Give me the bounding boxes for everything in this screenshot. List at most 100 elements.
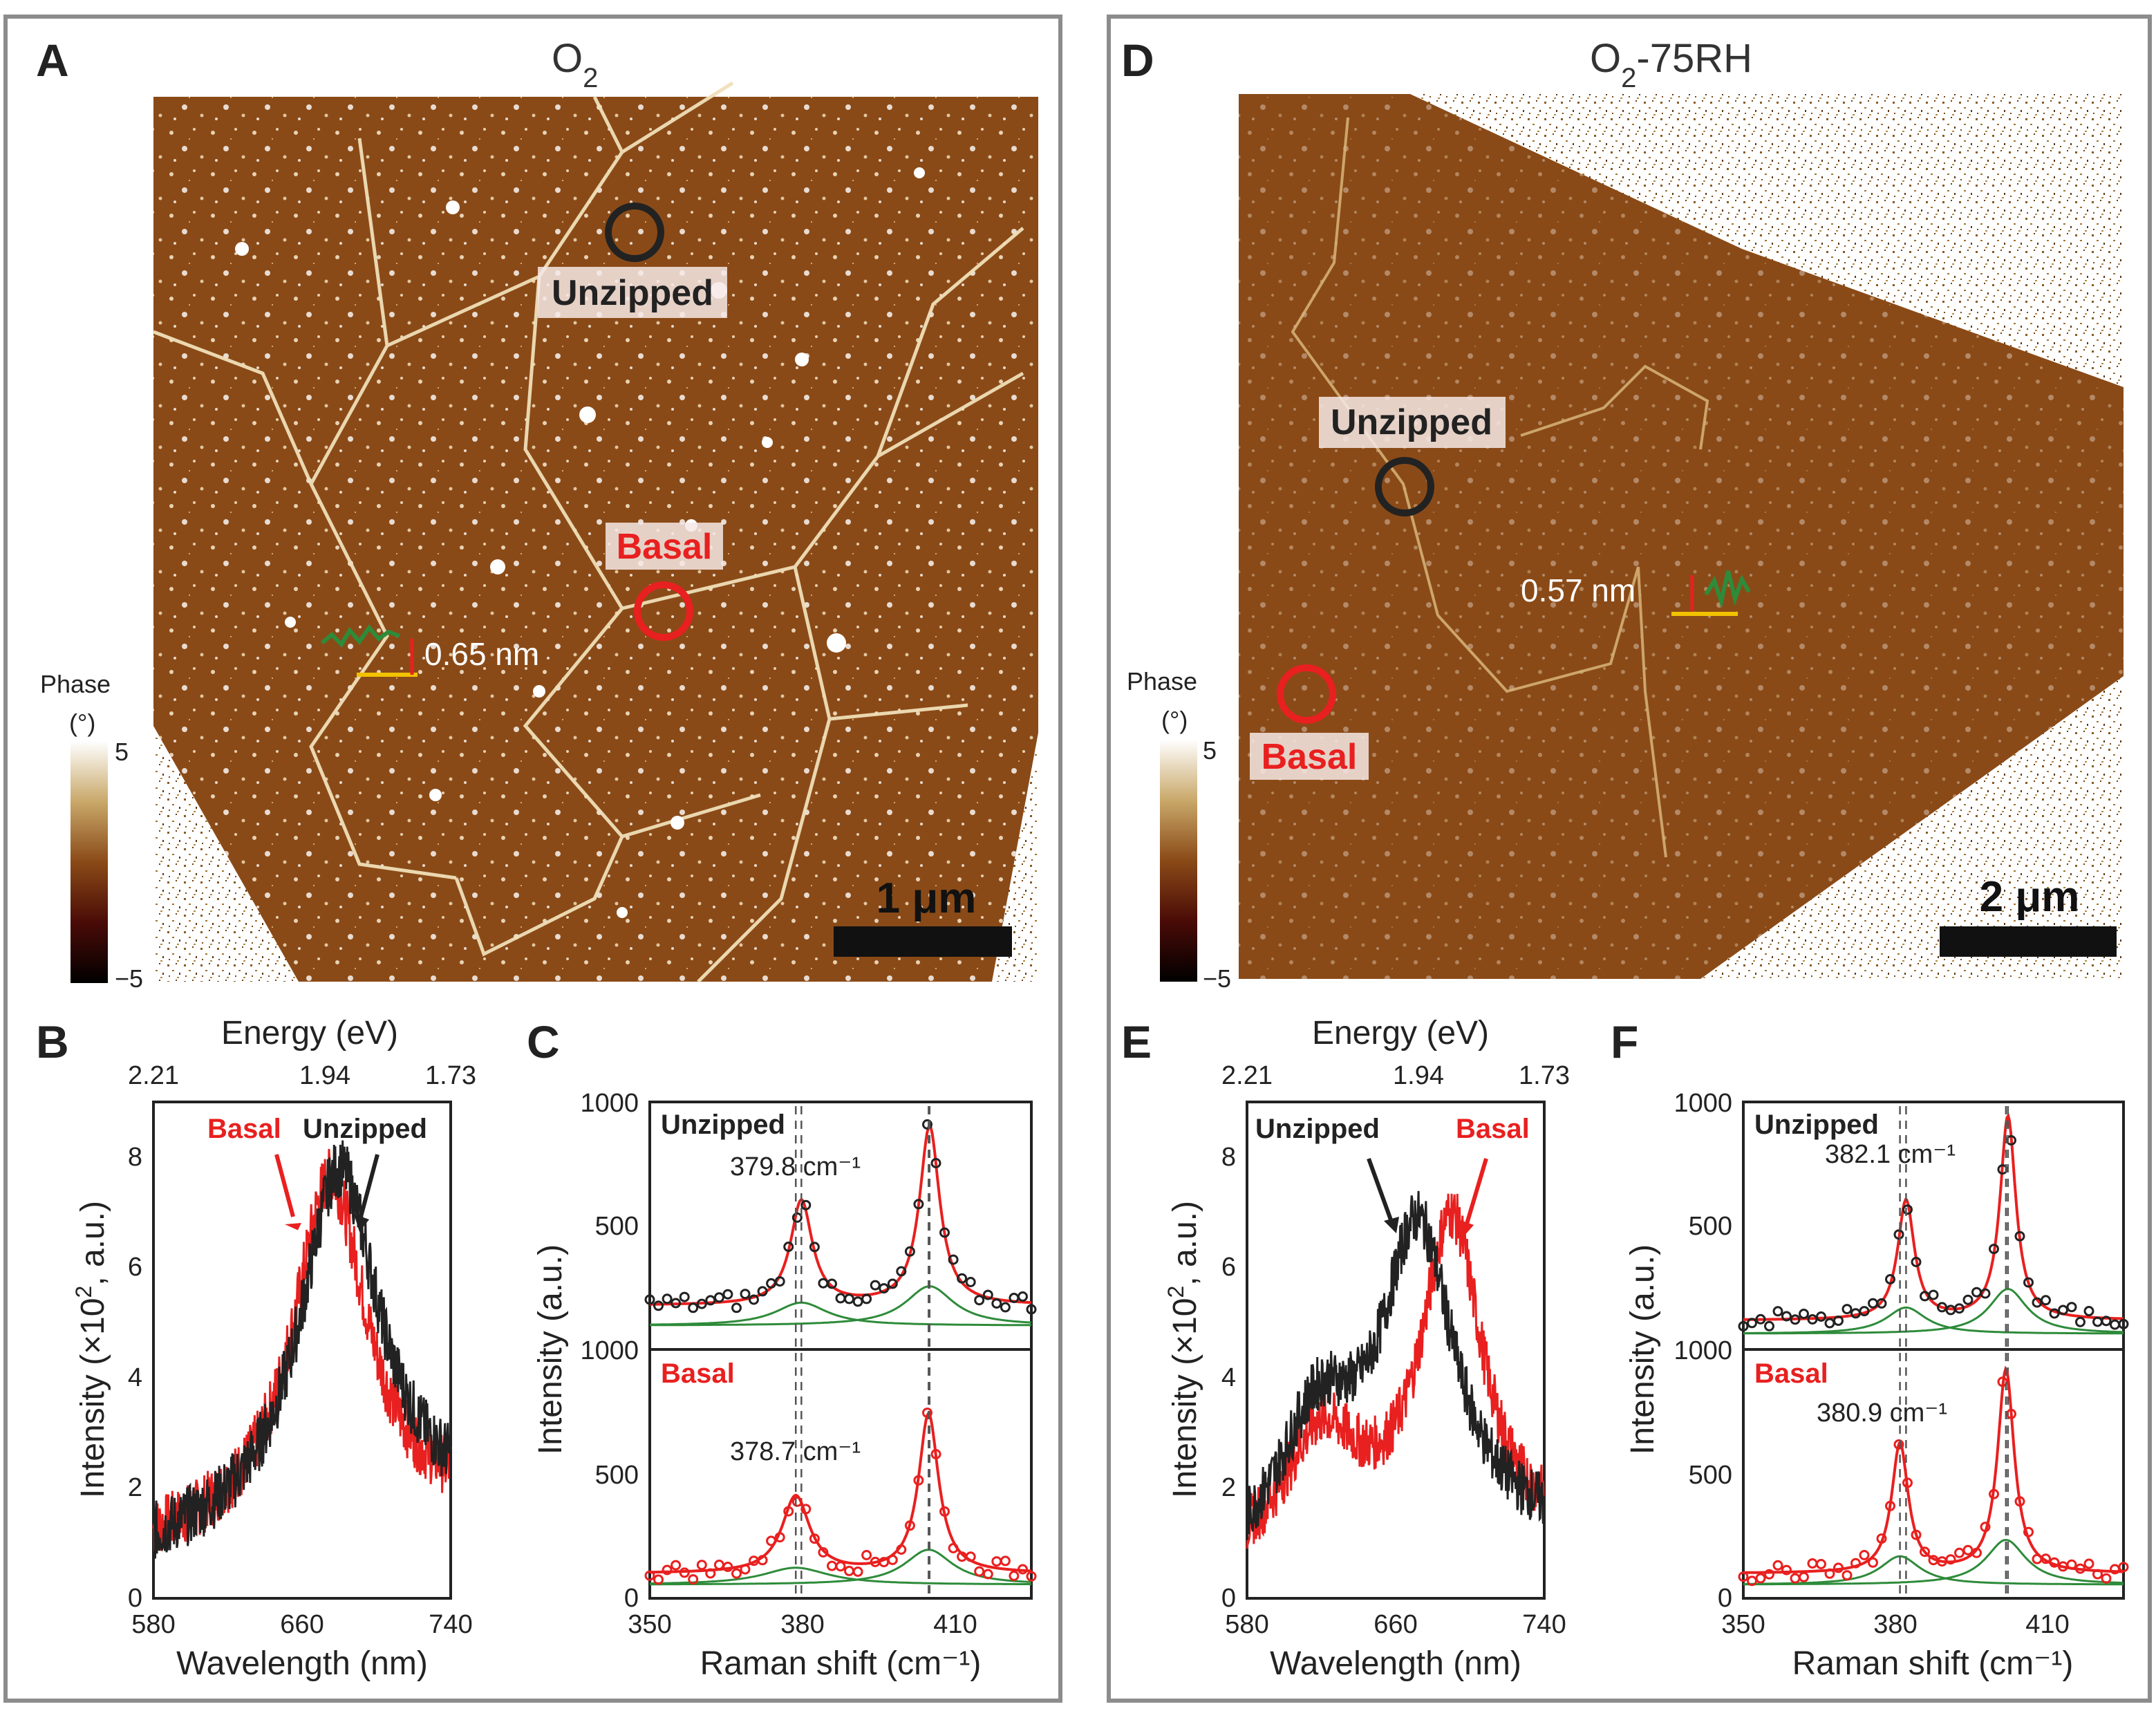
data-point <box>1738 1320 1749 1331</box>
panel-b-top-title: Energy (eV) <box>221 1015 398 1051</box>
unzipped-label-d: Unzipped <box>1331 402 1492 442</box>
panel-c-x-tick: 380 <box>780 1610 824 1639</box>
panel-b-label: B <box>36 1016 69 1067</box>
panel-e-unzipped-arrow <box>1367 1157 1394 1225</box>
data-point <box>1962 1294 1974 1305</box>
panel-b-unzipped-arrow <box>359 1154 379 1217</box>
basal-label-a: Basal <box>617 527 713 567</box>
data-point <box>835 1561 846 1572</box>
data-point <box>1902 1204 1913 1215</box>
data-point <box>2023 1277 2034 1288</box>
data-point <box>913 1199 924 1210</box>
series-basal <box>1246 1193 1546 1549</box>
panel-f-y-tick: 0 <box>1718 1584 1732 1613</box>
colorbar-title-a: Phase <box>40 670 111 698</box>
data-point <box>774 1276 785 1287</box>
panel-c-ylabel: Intensity (a.u.) <box>532 1244 569 1455</box>
data-point <box>2006 1135 2016 1146</box>
data-point <box>783 1242 794 1252</box>
data-point <box>653 1574 664 1585</box>
panel-e-x-tick: 660 <box>1374 1610 1417 1639</box>
data-point <box>2049 1557 2060 1568</box>
panel-f-y-tick: 500 <box>1689 1461 1732 1490</box>
data-point <box>1772 1560 1783 1571</box>
data-point <box>896 1544 907 1555</box>
colorbar-d: Phase (°) 5 −5 <box>1127 667 1231 993</box>
data-point <box>1902 1477 1913 1488</box>
panel-b-y-tick: 4 <box>128 1363 142 1392</box>
data-point <box>740 1289 751 1300</box>
afm-image-d: Unzipped Basal 0.57 nm 2 μm <box>1239 94 2124 979</box>
data-point <box>722 1562 733 1572</box>
panel-f-bottom-peak: 380.9 cm⁻¹ <box>1817 1399 1947 1428</box>
fit-component <box>649 1301 1031 1327</box>
data-point <box>1989 1244 1999 1255</box>
basal-marker-d <box>1277 664 1336 724</box>
panel-f-label: F <box>1611 1016 1638 1067</box>
data-point <box>1018 1291 1028 1302</box>
panel-c-x-tick: 350 <box>628 1610 671 1639</box>
data-point <box>818 1547 829 1558</box>
data-point <box>2058 1305 2068 1316</box>
data-point <box>1824 1568 1835 1579</box>
panel-c-bottom-peak: 378.7 cm⁻¹ <box>730 1437 861 1466</box>
panel-e-ylabel: Intensity (×102, a.u.) <box>1163 1201 1203 1498</box>
data-point <box>852 1296 863 1307</box>
fit-component <box>650 1567 1032 1586</box>
data-point <box>957 1273 968 1284</box>
data-point <box>1859 1550 1870 1560</box>
unzipped-marker-a <box>605 203 664 262</box>
data-point <box>2014 1496 2025 1507</box>
series-unzipped <box>1246 1190 1546 1535</box>
panel-c-xlabel: Raman shift (cm⁻¹) <box>700 1645 982 1682</box>
panel-b-frame <box>152 1101 452 1600</box>
data-point <box>2118 1318 2129 1329</box>
data-point <box>1747 1576 1757 1587</box>
data-point <box>749 1294 759 1305</box>
fit-total <box>1743 1365 2124 1574</box>
scale-bar-label-a: 1 μm <box>877 875 977 922</box>
panel-b-top-tick: 1.94 <box>299 1061 350 1090</box>
panel-e-top-title: Energy (eV) <box>1312 1015 1489 1051</box>
colorbar-max-a: 5 <box>115 738 129 766</box>
data-point <box>731 1568 742 1579</box>
panel-e-x-tick: 580 <box>1225 1610 1268 1639</box>
data-point <box>887 1554 898 1565</box>
data-point <box>922 1119 932 1130</box>
grain-boundaries-a <box>153 81 1024 983</box>
data-point <box>1954 1547 1965 1558</box>
panel-f-y-tick: 500 <box>1689 1212 1732 1241</box>
panel-b-xlabel: Wavelength (nm) <box>176 1645 428 1682</box>
panel-e-y-tick: 2 <box>1221 1473 1236 1502</box>
data-point <box>1790 1314 1801 1325</box>
data-point <box>1790 1573 1801 1584</box>
data-point <box>705 1568 716 1579</box>
data-point <box>939 1506 950 1517</box>
data-point <box>783 1506 794 1517</box>
data-point <box>644 1294 655 1305</box>
data-point <box>713 1292 724 1303</box>
panel-f-y-tick: 1000 <box>1674 1089 1732 1118</box>
data-point <box>2101 1573 2112 1584</box>
data-point <box>1885 1274 1895 1284</box>
data-point <box>887 1278 898 1289</box>
data-point <box>644 1570 655 1581</box>
data-point <box>1807 1558 1818 1569</box>
chart-f: F Unzipped Basal 382.1 cm⁻¹ 380.9 cm⁻¹ 1… <box>1611 1016 2129 1682</box>
data-point <box>844 1293 854 1305</box>
data-point <box>757 1555 768 1566</box>
data-point <box>818 1278 829 1289</box>
data-point <box>791 1212 803 1223</box>
panel-b-x-tick: 660 <box>280 1610 324 1639</box>
data-point <box>948 1543 959 1553</box>
data-point <box>1799 1309 1809 1319</box>
colorbar-min-a: −5 <box>115 964 143 993</box>
data-point <box>1764 1569 1774 1580</box>
panel-c-top-label: Unzipped <box>661 1110 785 1140</box>
data-point <box>930 1449 941 1459</box>
data-point <box>1980 1522 1991 1533</box>
panel-c-x-tick: 410 <box>933 1610 977 1639</box>
data-point <box>991 1556 1002 1567</box>
panel-b-y-tick: 0 <box>128 1584 142 1613</box>
panel-f-bottom-label: Basal <box>1754 1358 1828 1389</box>
